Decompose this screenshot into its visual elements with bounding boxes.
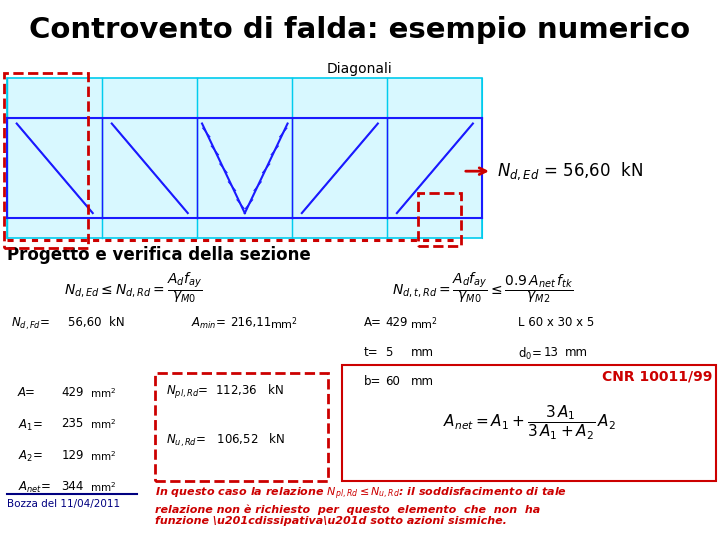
Text: A=: A=: [18, 386, 36, 399]
Text: $A_1$=: $A_1$=: [18, 417, 42, 433]
Text: b=: b=: [364, 375, 381, 388]
Text: 429: 429: [61, 386, 84, 399]
Text: mm$^2$: mm$^2$: [90, 449, 116, 463]
Text: mm: mm: [410, 375, 433, 388]
Text: 13: 13: [544, 346, 559, 359]
Text: 56,60  kN: 56,60 kN: [68, 316, 125, 329]
Bar: [342, 364, 716, 481]
Text: d$_0$=: d$_0$=: [518, 346, 542, 362]
Text: $N_{d,Ed}$ = 56,60  kN: $N_{d,Ed}$ = 56,60 kN: [497, 160, 643, 182]
Text: $A_{net}$=: $A_{net}$=: [18, 480, 51, 495]
Text: mm$^2$: mm$^2$: [410, 316, 438, 333]
Text: L 60 x 30 x 5: L 60 x 30 x 5: [518, 316, 595, 329]
Text: mm: mm: [565, 346, 588, 359]
Text: $A_{min}$=: $A_{min}$=: [191, 316, 226, 331]
Text: $N_{d,Fd}$=: $N_{d,Fd}$=: [11, 316, 50, 332]
Text: Progetto e verifica della sezione: Progetto e verifica della sezione: [7, 246, 311, 264]
Text: In questo caso la relazione $N_{pl,Rd}$$\leq$$N_{u,Rd}$: il soddisfacimento di t: In questo caso la relazione $N_{pl,Rd}$$…: [155, 486, 567, 526]
Bar: [155, 373, 328, 481]
Bar: [4, 73, 88, 248]
Text: $A_{net} = A_1 + \dfrac{3\,A_1}{3\,A_1 + A_2}\,A_2$: $A_{net} = A_1 + \dfrac{3\,A_1}{3\,A_1 +…: [443, 403, 616, 442]
Text: $N_{u,Rd}$=   106,52   kN: $N_{u,Rd}$= 106,52 kN: [166, 432, 285, 449]
Text: $N_{d,t,Rd} = \dfrac{A_d f_{ay}}{\gamma_{M0}} \leq \dfrac{0.9\,A_{net}\,f_{tk}}{: $N_{d,t,Rd} = \dfrac{A_d f_{ay}}{\gamma_…: [392, 270, 573, 305]
Text: 60: 60: [385, 375, 400, 388]
Text: 429: 429: [385, 316, 408, 329]
Text: 216,11: 216,11: [230, 316, 271, 329]
Text: mm$^2$: mm$^2$: [90, 480, 116, 494]
Text: 235: 235: [61, 417, 84, 430]
Text: $A_2$=: $A_2$=: [18, 449, 42, 464]
Text: CNR 10011/99: CNR 10011/99: [603, 370, 713, 384]
Text: t=: t=: [364, 346, 378, 359]
Text: Diagonali: Diagonali: [327, 62, 393, 76]
Text: mm: mm: [410, 346, 433, 359]
Text: mm$^2$: mm$^2$: [270, 316, 298, 333]
Text: Bozza del 11/04/2011: Bozza del 11/04/2011: [7, 500, 120, 510]
Text: A=: A=: [364, 316, 382, 329]
Text: $N_{d,Ed} \leq N_{d,Rd} = \dfrac{A_d f_{ay}}{\gamma_{M0}}$: $N_{d,Ed} \leq N_{d,Rd} = \dfrac{A_d f_{…: [64, 270, 202, 305]
Text: mm$^2$: mm$^2$: [90, 417, 116, 431]
Bar: [7, 78, 482, 238]
Text: $N_{pl,Rd}$=  112,36   kN: $N_{pl,Rd}$= 112,36 kN: [166, 383, 284, 401]
Text: mm$^2$: mm$^2$: [90, 386, 116, 400]
Text: 5: 5: [385, 346, 392, 359]
Bar: [418, 193, 461, 246]
Text: 344: 344: [61, 480, 84, 493]
Text: Controvento di falda: esempio numerico: Controvento di falda: esempio numerico: [30, 16, 690, 44]
Text: 129: 129: [61, 449, 84, 462]
